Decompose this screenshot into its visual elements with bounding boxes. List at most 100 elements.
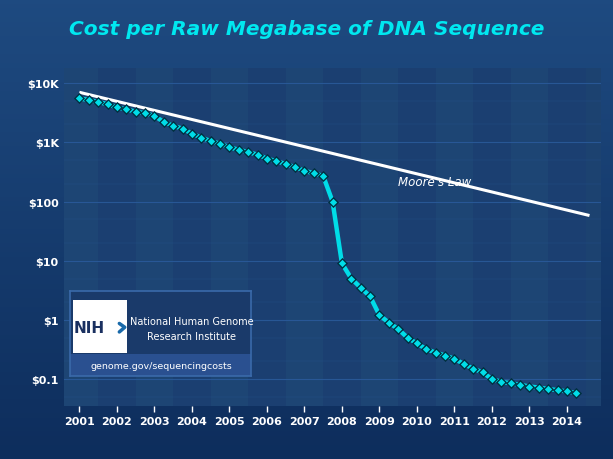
Point <box>356 285 365 292</box>
Point <box>459 360 469 368</box>
Point <box>534 384 544 392</box>
Point <box>84 97 94 104</box>
Point <box>309 170 319 178</box>
Bar <box>0 390 613 395</box>
Point <box>253 151 262 159</box>
Point <box>102 101 112 109</box>
Bar <box>0 431 613 436</box>
Bar <box>0 50 613 55</box>
Bar <box>0 376 613 381</box>
Bar <box>398 69 436 406</box>
Bar <box>0 243 613 248</box>
Point <box>234 147 244 154</box>
Point <box>318 173 328 180</box>
Bar <box>0 151 613 156</box>
Point <box>553 386 563 394</box>
Point <box>290 164 300 172</box>
Bar <box>0 101 613 106</box>
Bar <box>0 37 613 41</box>
Bar <box>0 289 613 294</box>
Bar <box>0 184 613 188</box>
Bar <box>0 418 613 422</box>
Bar <box>0 18 613 23</box>
Point <box>384 319 394 327</box>
Point <box>403 334 413 341</box>
Bar <box>61 69 98 406</box>
Bar <box>0 454 613 459</box>
Point <box>262 156 272 163</box>
Bar <box>0 193 613 197</box>
Point <box>394 326 403 333</box>
Bar <box>0 87 613 92</box>
Text: Moore's Law: Moore's Law <box>398 175 471 188</box>
Bar <box>0 115 613 119</box>
Point <box>196 134 206 142</box>
Bar <box>0 92 613 96</box>
Point <box>412 340 422 347</box>
Point <box>159 119 169 126</box>
Point <box>318 173 328 180</box>
Point <box>253 151 262 159</box>
Point <box>215 140 225 148</box>
Bar <box>0 321 613 326</box>
Bar <box>0 110 613 115</box>
Point <box>300 168 310 175</box>
Bar <box>473 69 511 406</box>
Point <box>478 369 487 376</box>
Point <box>562 388 572 395</box>
Bar <box>0 32 613 37</box>
Point <box>150 113 159 120</box>
Bar <box>0 119 613 124</box>
Text: Cost per Raw Megabase of DNA Sequence: Cost per Raw Megabase of DNA Sequence <box>69 20 544 39</box>
Bar <box>0 55 613 60</box>
Bar <box>0 197 613 202</box>
Bar <box>0 207 613 211</box>
Point <box>487 375 497 383</box>
Point <box>497 378 506 386</box>
Point <box>459 360 469 368</box>
Point <box>168 123 178 130</box>
Bar <box>0 211 613 216</box>
Point <box>262 156 272 163</box>
Point <box>290 164 300 172</box>
Bar <box>0 340 613 344</box>
Point <box>431 349 441 357</box>
Bar <box>0 124 613 129</box>
Text: National Human Genome: National Human Genome <box>130 316 253 326</box>
Point <box>403 334 413 341</box>
Point <box>196 134 206 142</box>
Bar <box>0 41 613 46</box>
Point <box>121 106 131 114</box>
Bar <box>0 441 613 445</box>
Bar <box>0 353 613 358</box>
Point <box>206 138 216 146</box>
Point <box>525 383 535 390</box>
Bar <box>0 271 613 275</box>
Text: Research Institute: Research Institute <box>147 331 236 341</box>
FancyBboxPatch shape <box>70 354 251 376</box>
Bar <box>286 69 323 406</box>
Bar <box>0 330 613 335</box>
Bar <box>0 409 613 413</box>
Point <box>449 355 459 363</box>
Bar <box>323 69 360 406</box>
Text: NIH: NIH <box>74 320 105 335</box>
Bar <box>0 436 613 441</box>
Point <box>121 106 131 114</box>
Bar <box>0 298 613 303</box>
Bar <box>0 0 613 5</box>
Point <box>515 381 525 389</box>
Point <box>440 352 450 359</box>
Bar <box>0 386 613 390</box>
Bar <box>0 404 613 409</box>
Bar <box>0 308 613 312</box>
Point <box>365 293 375 300</box>
Point <box>93 99 103 106</box>
Point <box>346 275 356 283</box>
Bar <box>0 413 613 418</box>
Bar <box>436 69 473 406</box>
Point <box>84 97 94 104</box>
Point <box>206 138 216 146</box>
Bar <box>0 216 613 220</box>
Point <box>224 145 234 152</box>
